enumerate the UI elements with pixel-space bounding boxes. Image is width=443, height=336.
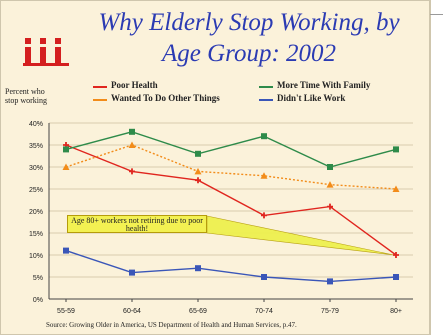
chart-title: Why Elderly Stop Working, by Age Group: … [79, 7, 419, 69]
y-tick-label: 35% [29, 143, 43, 150]
series-point [260, 172, 268, 179]
page-border [430, 0, 431, 335]
legend-label-wanted-to-do-other-things: Wanted To Do Other Things [111, 93, 220, 103]
legend-item-more-time-with-family: More Time With Family [259, 80, 370, 90]
chart-title-line-1: Why Elderly Stop Working, by [98, 9, 400, 36]
y-tick-label: 25% [29, 187, 43, 194]
y-tick-label: 5% [33, 275, 43, 282]
x-tick-label: 65-69 [189, 308, 207, 315]
legend-label-poor-health: Poor Health [111, 80, 158, 90]
series-point [393, 146, 399, 153]
x-tick-label: 70-74 [255, 308, 273, 315]
x-tick-label: 55-59 [57, 308, 75, 315]
chart-card: Why Elderly Stop Working, by Age Group: … [0, 0, 430, 335]
series-point [195, 150, 201, 157]
series-point [194, 167, 202, 175]
series-point [63, 247, 69, 254]
legend-item-didnt-like-work: Didn't Like Work [259, 93, 345, 103]
series-point [327, 203, 333, 210]
series-point [261, 133, 267, 140]
series-line-3 [65, 249, 397, 283]
y-tick-label: 30% [29, 165, 43, 172]
series-line-1 [65, 131, 397, 168]
series-point [261, 212, 267, 219]
y-tick-label: 0% [33, 297, 43, 304]
legend-label-didnt-like-work: Didn't Like Work [277, 93, 346, 103]
annotation-callout: Age 80+ workers not retiring due to poor… [67, 215, 207, 233]
legend-label-more-time-with-family: More Time With Family [277, 80, 371, 90]
series-point [128, 141, 136, 148]
legend-swatch-didnt-like-work [259, 96, 273, 102]
source-note: Source: Growing Older in America, US Dep… [46, 321, 297, 329]
page-divider [430, 14, 443, 15]
series-point [326, 181, 334, 188]
y-tick-label: 20% [29, 209, 43, 216]
line-chart: 0% 5% 10% 15% 20% 25% 30% 35% 40% 55-59 60-64 65-69… [29, 121, 413, 315]
callout-pointer [206, 215, 395, 256]
series-point [129, 128, 135, 135]
series-point [195, 265, 201, 272]
series-point [261, 274, 267, 280]
series-point [195, 177, 201, 184]
x-tick-label: 75-79 [321, 308, 339, 315]
series-point [327, 278, 333, 285]
legend-swatch-more-time-with-family [259, 83, 273, 89]
y-tick-label: 15% [29, 231, 43, 238]
series-point [327, 164, 333, 170]
legend-item-wanted-to-do-other-things: Wanted To Do Other Things [93, 93, 220, 103]
x-tick-label: 60-64 [123, 308, 141, 315]
legend-swatch-poor-health [93, 83, 107, 89]
iii-logo [23, 38, 69, 66]
series-point [392, 185, 400, 192]
series-line-0 [65, 144, 397, 256]
legend-item-poor-health: Poor Health [93, 80, 158, 90]
series-point [393, 274, 399, 280]
series-point [129, 269, 135, 276]
y-tick-label: 40% [29, 121, 43, 128]
x-tick-label: 80+ [390, 308, 402, 315]
series-point [393, 252, 399, 258]
series-point [129, 168, 135, 175]
series-point [63, 146, 69, 153]
y-axis-label: Percent who stop working [5, 87, 47, 105]
y-tick-label: 10% [29, 253, 43, 260]
series-point [62, 163, 70, 170]
legend-swatch-wanted-to-do-other-things [93, 96, 107, 102]
chart-title-line-2: Age Group: 2002 [161, 40, 337, 67]
series-line-2 [65, 144, 397, 190]
